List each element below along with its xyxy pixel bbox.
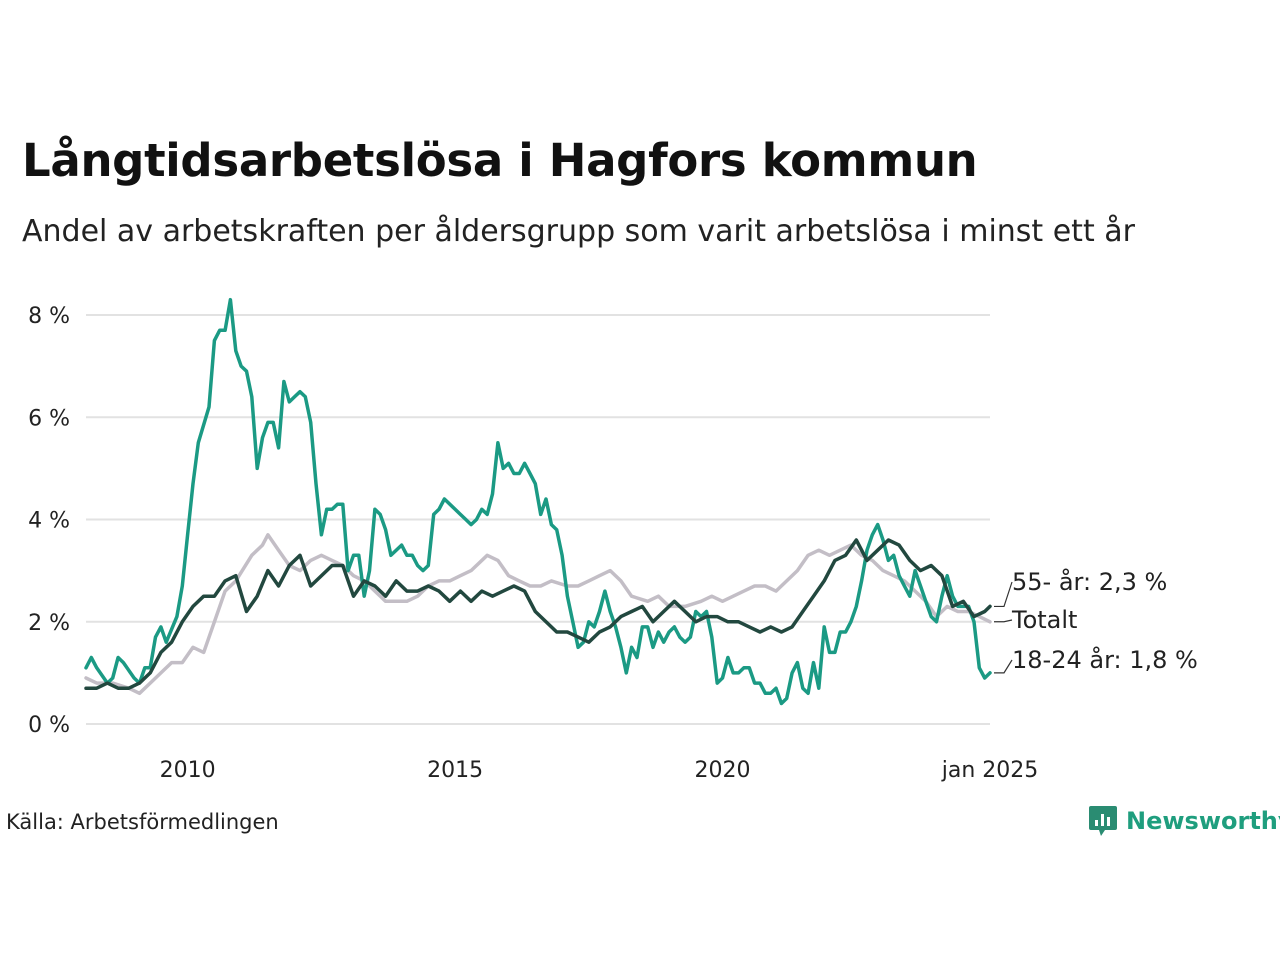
label-leader-line — [994, 659, 1013, 674]
y-tick-label: 4 % — [28, 509, 70, 534]
x-tick-label: jan 2025 — [941, 758, 1039, 783]
x-axis-ticks: 2010 2015 2020 jan 2025 — [160, 758, 1039, 783]
x-tick-label: 2010 — [160, 758, 216, 783]
x-tick-label: 2015 — [427, 758, 483, 783]
label-leader-line — [994, 619, 1013, 623]
y-tick-label: 2 % — [28, 611, 70, 636]
series-end-label: 55- år: 2,3 % — [1012, 567, 1167, 596]
series-end-label: Totalt — [1011, 606, 1077, 634]
y-tick-label: 6 % — [28, 406, 70, 431]
source-note: Källa: Arbetsförmedlingen — [6, 810, 279, 834]
y-tick-label: 0 % — [28, 713, 70, 738]
x-tick-label: 2020 — [695, 758, 751, 783]
brand-logo: Newsworthy — [1088, 804, 1280, 838]
gridlines — [86, 314, 990, 725]
series-end-label: 18-24 år: 1,8 % — [1012, 645, 1198, 674]
chart-subtitle: Andel av arbetskraften per åldersgrupp s… — [22, 214, 1135, 249]
brand-name: Newsworthy — [1126, 807, 1280, 835]
label-leader-line — [994, 581, 1013, 608]
chart-title: Långtidsarbetslösa i Hagfors kommun — [22, 134, 978, 187]
series-lines — [84, 297, 992, 706]
series-line — [84, 533, 992, 696]
series-line — [84, 297, 992, 706]
series-end-labels: Totalt 18-24 år: 1,8 % 55- år: 2,3 % — [994, 567, 1198, 674]
series-line — [84, 538, 992, 690]
y-tick-label: 8 % — [28, 304, 70, 329]
newsworthy-icon — [1089, 806, 1117, 836]
y-axis-ticks: 0 % 2 % 4 % 6 % 8 % — [28, 304, 70, 738]
